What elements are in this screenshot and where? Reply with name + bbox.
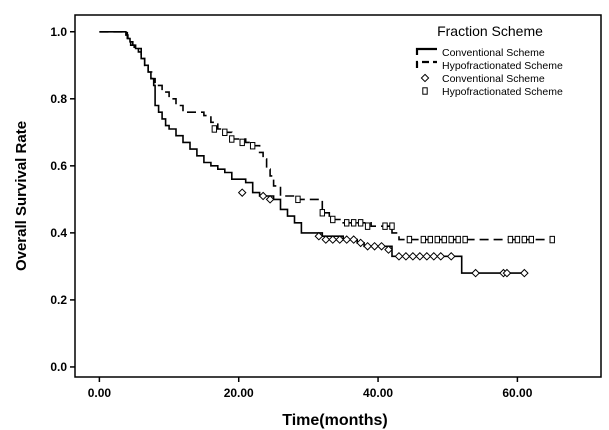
censor-square-marker: [229, 135, 235, 143]
censor-diamond-marker: [384, 245, 393, 254]
censor-square-marker: [222, 128, 228, 137]
censor-square-marker: [350, 219, 357, 227]
censor-diamond-marker: [328, 235, 338, 244]
censor-diamond-marker: [422, 252, 432, 261]
legend-label: Hypofractionated Scheme: [442, 60, 563, 72]
y-tick-label: 0.4: [50, 226, 67, 240]
censor-marks: [211, 125, 555, 278]
censor-diamond-marker: [471, 268, 480, 278]
censor-diamond-marker: [502, 268, 512, 278]
censor-diamond-marker: [314, 231, 324, 241]
censor-square-marker: [434, 235, 440, 244]
y-axis-label: Overall Survival Rate: [13, 121, 30, 271]
legend-label: Conventional Scheme: [442, 47, 545, 59]
series-line-hypofractionated: [99, 31, 553, 241]
plot-frame: [74, 14, 602, 378]
censor-diamond-marker: [394, 252, 404, 261]
legend-swatch-solid: [415, 47, 437, 55]
censor-square-marker: [521, 235, 528, 244]
censor-square-marker: [507, 235, 514, 244]
axis-ticks: 0.0 0.2 0.4 0.6 0.8 1.0 0.00 20.00 40.00 60.00: [50, 25, 532, 400]
censor-square-marker: [406, 235, 413, 244]
censor-square-marker: [319, 209, 326, 217]
y-tick-label: 0.8: [50, 92, 67, 106]
censor-diamond-marker: [356, 238, 365, 248]
x-tick-label: 40.00: [363, 386, 393, 400]
censor-square-marker: [211, 125, 218, 133]
censor-square-marker: [330, 215, 336, 224]
censor-square-marker: [549, 235, 555, 244]
legend-square-marker: [422, 87, 428, 95]
censor-diamond-marker: [335, 235, 345, 244]
y-tick-label: 0.0: [50, 360, 67, 374]
censor-square-marker: [441, 235, 447, 244]
x-tick-label: 60.00: [502, 386, 532, 400]
censor-diamond-marker: [446, 252, 456, 261]
legend-title: Fraction Scheme: [437, 23, 543, 39]
censor-square-marker: [462, 235, 468, 244]
censor-diamond-marker: [436, 252, 446, 261]
legend-swatch-dashed: [415, 60, 437, 68]
censor-diamond-marker: [265, 195, 275, 204]
censor-diamond-marker: [258, 191, 268, 201]
legend-label: Conventional Scheme: [442, 73, 545, 85]
censor-diamond-marker: [342, 235, 352, 244]
censor-diamond-marker: [401, 252, 411, 261]
censor-square-marker: [239, 138, 245, 147]
series-layer: [99, 31, 553, 274]
censor-square-marker: [455, 235, 461, 244]
censor-square-marker: [344, 219, 350, 227]
censor-square-marker: [249, 142, 256, 150]
censor-square-marker: [364, 222, 371, 230]
x-tick-label: 20.00: [224, 386, 254, 400]
censor-diamond-marker: [363, 241, 372, 251]
censor-square-marker: [295, 195, 301, 204]
censor-square-marker: [514, 235, 521, 244]
censor-square-marker: [528, 235, 535, 244]
censor-square-marker: [420, 235, 427, 244]
censor-square-marker: [357, 219, 364, 227]
legend-diamond-marker: [420, 73, 430, 83]
censor-diamond-marker: [237, 188, 247, 197]
censor-square-marker: [382, 222, 388, 230]
censor-diamond-marker: [321, 235, 331, 244]
y-tick-label: 0.2: [50, 293, 67, 307]
censor-square-marker: [427, 235, 434, 244]
y-tick-label: 0.6: [50, 159, 67, 173]
censor-diamond-marker: [377, 241, 386, 251]
legend-label: Hypofractionated Scheme: [442, 86, 563, 98]
censor-square-marker: [448, 235, 454, 244]
censor-diamond-marker: [429, 252, 439, 261]
censor-diamond-marker: [520, 268, 529, 278]
x-axis-label: Time(months): [282, 412, 387, 429]
legend: Fraction Scheme Conventional SchemeHypof…: [415, 23, 563, 98]
y-tick-label: 1.0: [50, 25, 67, 39]
x-tick-label: 0.00: [88, 386, 112, 400]
censor-diamond-marker: [415, 252, 425, 261]
censor-diamond-marker: [370, 241, 379, 251]
censor-square-marker: [389, 222, 395, 230]
censor-diamond-marker: [408, 252, 418, 261]
censor-diamond-marker: [349, 235, 358, 244]
